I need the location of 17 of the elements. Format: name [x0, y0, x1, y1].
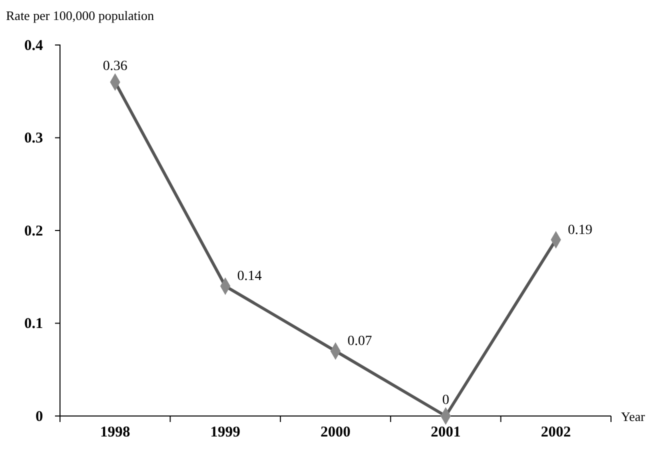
data-label: 0	[442, 393, 450, 408]
y-tick-label: 0.2	[24, 223, 43, 240]
data-label: 0.07	[348, 334, 372, 350]
y-tick-label: 0.4	[24, 38, 44, 54]
x-tick-label: 2001	[430, 424, 461, 441]
y-axis-title: Rate per 100,000 population	[6, 8, 155, 23]
x-tick-label: 2002	[540, 424, 571, 441]
y-tick-label: 0.3	[24, 130, 43, 147]
data-label: 0.19	[568, 222, 592, 238]
x-tick-label: 1999	[210, 424, 240, 441]
x-tick-label: 2000	[320, 424, 350, 441]
y-tick-label: 0.1	[24, 316, 43, 332]
x-axis-title: Year	[621, 409, 646, 424]
y-tick-label: 0	[36, 408, 43, 425]
data-label: 0.36	[102, 59, 128, 74]
x-tick-label: 1998	[100, 424, 130, 441]
data-label: 0.14	[237, 269, 262, 284]
